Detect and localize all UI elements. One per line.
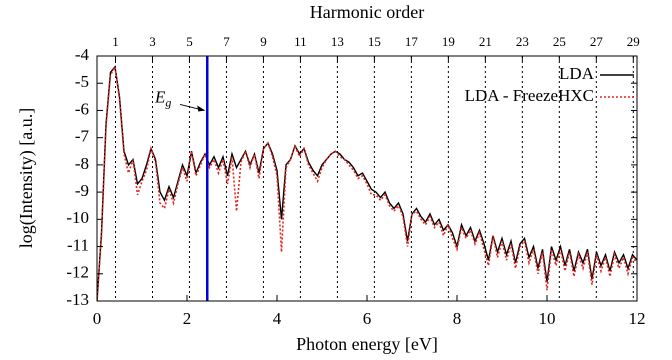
x2-tick-label: 1 bbox=[112, 34, 119, 49]
arrow-head bbox=[197, 105, 206, 112]
line-series bbox=[97, 65, 637, 301]
y-tick-label: -5 bbox=[75, 72, 89, 91]
legend-label: LDA - FreezeHXC bbox=[465, 86, 594, 105]
y-tick-label: -8 bbox=[75, 154, 89, 173]
x-tick-label: 4 bbox=[273, 309, 282, 328]
annotation-sub: g bbox=[165, 95, 171, 109]
y-tick-label: -11 bbox=[67, 235, 89, 254]
x2-tick-label: 13 bbox=[331, 34, 344, 49]
x2-axis-title: Harmonic order bbox=[310, 2, 424, 22]
y-tick-label: -9 bbox=[75, 181, 89, 200]
x2-tick-label: 9 bbox=[260, 34, 267, 49]
plot-frame bbox=[96, 55, 638, 302]
x-tick-label: 10 bbox=[539, 309, 556, 328]
x2-tick-label: 27 bbox=[590, 34, 604, 49]
y-tick-label: -10 bbox=[66, 208, 89, 227]
x2-tick-label: 3 bbox=[149, 34, 156, 49]
annotation: Eg bbox=[154, 87, 171, 109]
x-tick-label: 0 bbox=[93, 309, 102, 328]
x-tick-label: 2 bbox=[183, 309, 192, 328]
x2-tick-label: 21 bbox=[479, 34, 492, 49]
x2-tick-label: 23 bbox=[516, 34, 529, 49]
line-series bbox=[97, 64, 637, 301]
x2-tick-label: 15 bbox=[368, 34, 381, 49]
x2-tick-label: 7 bbox=[223, 34, 230, 49]
y-tick-label: -4 bbox=[75, 45, 90, 64]
legend-label: LDA bbox=[559, 64, 595, 83]
x2-tick-label: 5 bbox=[186, 34, 193, 49]
y-axis-title: log(Intensity) [a.u.] bbox=[16, 108, 37, 248]
annotation-text: E bbox=[154, 87, 166, 106]
x-tick-label: 8 bbox=[453, 309, 462, 328]
x2-tick-label: 11 bbox=[294, 34, 307, 49]
y-tick-label: -12 bbox=[66, 263, 89, 282]
y-tick-label: -6 bbox=[75, 99, 89, 118]
x2-tick-label: 29 bbox=[627, 34, 640, 49]
x2-tick-label: 17 bbox=[405, 34, 419, 49]
y-tick-label: -13 bbox=[66, 290, 89, 309]
x-axis-title: Photon energy [eV] bbox=[296, 334, 438, 354]
x-tick-label: 12 bbox=[629, 309, 646, 328]
x-tick-label: 6 bbox=[363, 309, 372, 328]
x2-tick-label: 19 bbox=[442, 34, 455, 49]
y-tick-label: -7 bbox=[75, 127, 90, 146]
x2-tick-label: 25 bbox=[553, 34, 566, 49]
